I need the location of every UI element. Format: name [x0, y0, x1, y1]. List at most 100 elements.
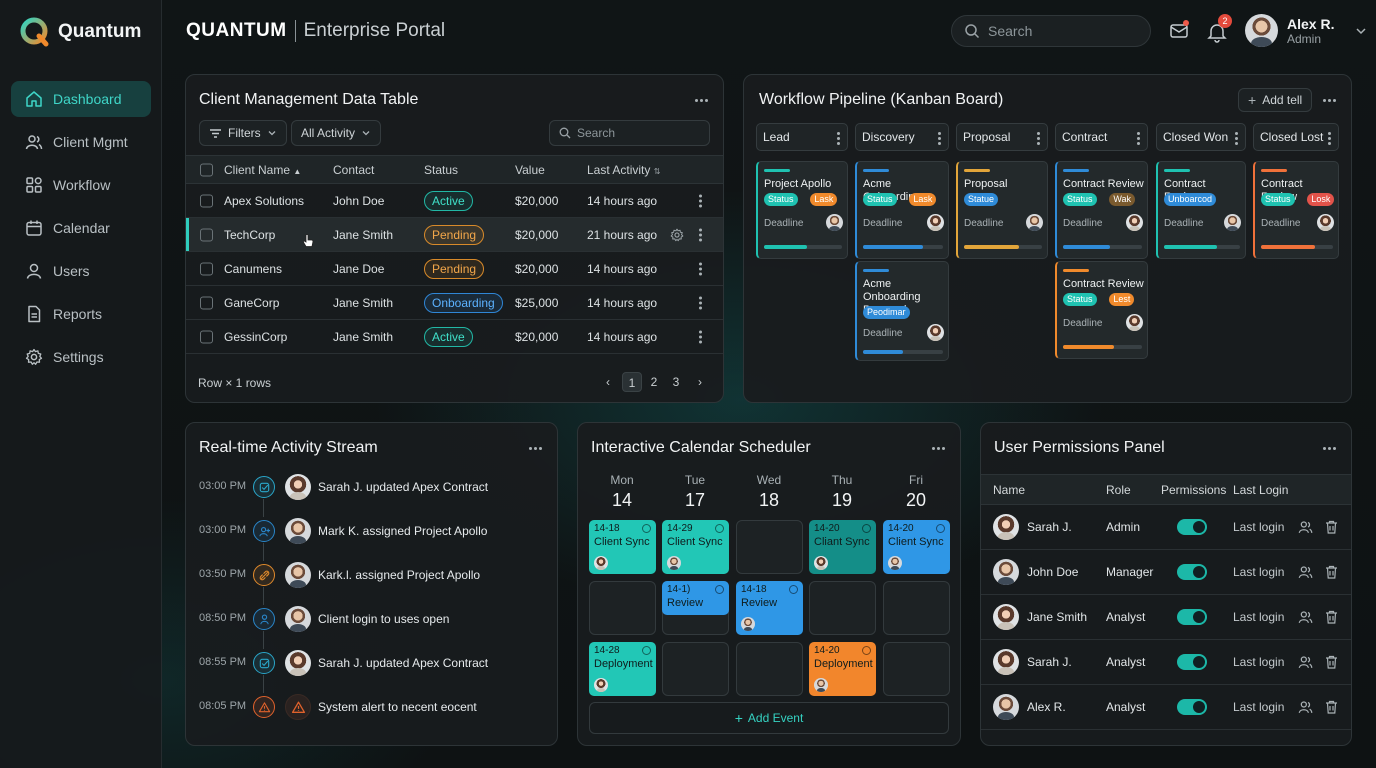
next-page-icon[interactable]: › [698, 375, 702, 389]
table-row[interactable]: Sarah J. Admin Last login [981, 505, 1351, 550]
trash-icon[interactable] [1325, 655, 1338, 669]
table-row[interactable]: GaneCorp Jane Smith Onboarding $25,000 1… [186, 286, 723, 320]
table-row[interactable]: Canumens Jane Doe Pending $20,000 14 hou… [186, 252, 723, 286]
kanban-more-icon[interactable] [1321, 92, 1337, 108]
column-header-contact[interactable]: Contact [333, 162, 375, 177]
calendar-event[interactable]: 14-28 Deployment [589, 642, 656, 696]
activity-item[interactable]: 03:00 PM Sarah J. updated Apex Contract [186, 473, 556, 501]
info-icon[interactable] [642, 524, 651, 533]
calendar-event[interactable]: 14-18 Client Sync [589, 520, 656, 574]
permission-toggle[interactable] [1177, 699, 1207, 715]
activity-item[interactable]: 08:55 PM Sarah J. updated Apex Contract [186, 649, 556, 677]
calendar-event[interactable]: 14-1) Review [662, 581, 729, 615]
filters-button[interactable]: Filters [199, 120, 287, 146]
sidebar-item-users[interactable]: Users [11, 253, 151, 289]
client-name[interactable]: GaneCorp [224, 295, 280, 310]
add-card-button[interactable]: + Add tell [1238, 88, 1313, 112]
table-row[interactable]: Alex R. Analyst Last login [981, 685, 1351, 730]
activity-more-icon[interactable] [527, 440, 543, 456]
column-more-icon[interactable] [938, 132, 941, 145]
calendar-slot[interactable] [883, 642, 950, 696]
kanban-card[interactable]: Acme Onboarding Proposal Peodimar Deadli… [855, 261, 949, 361]
calendar-event[interactable]: 14-29 Client Sync [662, 520, 729, 574]
page-button[interactable]: 1 [622, 372, 642, 392]
client-search-input[interactable]: Search [549, 120, 710, 146]
permission-toggle[interactable] [1177, 609, 1207, 625]
trash-icon[interactable] [1325, 565, 1338, 579]
info-icon[interactable] [862, 646, 871, 655]
kanban-card[interactable]: Contract Review Status Wak Deadline [1055, 161, 1148, 259]
calendar-slot[interactable] [809, 581, 876, 635]
row-checkbox[interactable] [200, 296, 213, 309]
column-more-icon[interactable] [1328, 132, 1331, 145]
info-icon[interactable] [789, 585, 798, 594]
table-row[interactable]: Jane Smith Analyst Last login [981, 595, 1351, 640]
activity-item[interactable]: 03:00 PM Mark K. assigned Project Apollo [186, 517, 556, 545]
row-actions-icon[interactable] [699, 228, 702, 241]
kanban-column-header[interactable]: Closed Lost [1253, 123, 1339, 151]
calendar-slot[interactable] [589, 581, 656, 635]
table-row[interactable]: GessinCorp Jane Smith Active $20,000 14 … [186, 320, 723, 354]
column-more-icon[interactable] [1037, 132, 1040, 145]
column-header-status[interactable]: Status [424, 162, 459, 177]
page-button[interactable]: 2 [650, 375, 658, 389]
table-row[interactable]: Apex Solutions John Doe Active $20,000 1… [186, 184, 723, 218]
kanban-card[interactable]: Contract Review Unboarcod Deadline [1156, 161, 1246, 259]
kanban-card[interactable]: Project Apollo Status Lask Deadline [756, 161, 848, 259]
client-table-more-icon[interactable] [693, 92, 709, 108]
kanban-column-header[interactable]: Discovery [855, 123, 949, 151]
sidebar-item-client-mgmt[interactable]: Client Mgmt [11, 124, 151, 160]
row-checkbox[interactable] [200, 228, 213, 241]
permission-toggle[interactable] [1177, 564, 1207, 580]
info-icon[interactable] [715, 585, 724, 594]
calendar-event[interactable]: 14-20 Client Sync [883, 520, 950, 574]
activity-filter-select[interactable]: All Activity [291, 120, 382, 146]
kanban-card[interactable]: Contract Review Status Lest Deadline [1055, 261, 1148, 359]
client-name[interactable]: GessinCorp [224, 329, 288, 344]
column-more-icon[interactable] [1137, 132, 1140, 145]
column-more-icon[interactable] [1235, 132, 1238, 145]
calendar-slot[interactable] [883, 581, 950, 635]
users-icon[interactable] [1298, 565, 1313, 580]
page-button[interactable]: 3 [672, 375, 680, 389]
sidebar-item-workflow[interactable]: Workflow [11, 167, 151, 203]
calendar-slot[interactable] [662, 642, 729, 696]
user-menu[interactable]: Alex R. Admin [1245, 14, 1367, 47]
activity-item[interactable]: 08:50 PM Client login to uses open [186, 605, 556, 633]
permission-toggle[interactable] [1177, 654, 1207, 670]
sidebar-item-settings[interactable]: Settings [11, 339, 151, 375]
logo[interactable]: Quantum [20, 17, 141, 47]
calendar-day-header[interactable]: Tue 17 [662, 473, 728, 511]
column-header-activity[interactable]: Last Activity ⇅ [587, 162, 661, 177]
users-icon[interactable] [1298, 520, 1313, 535]
mail-icon[interactable] [1168, 20, 1190, 42]
table-row[interactable]: Sarah J. Analyst Last login [981, 640, 1351, 685]
calendar-day-header[interactable]: Thu 19 [809, 473, 875, 511]
sidebar-item-calendar[interactable]: Calendar [11, 210, 151, 246]
table-row[interactable]: John Doe Manager Last login [981, 550, 1351, 595]
kanban-column-header[interactable]: Proposal [956, 123, 1048, 151]
row-actions-icon[interactable] [699, 296, 702, 309]
client-name[interactable]: Apex Solutions [224, 193, 305, 208]
table-row[interactable]: TechCorp Jane Smith Pending $20,000 21 h… [186, 218, 723, 252]
calendar-day-header[interactable]: Wed 18 [736, 473, 802, 511]
row-actions-icon[interactable] [699, 330, 702, 343]
kanban-column-header[interactable]: Contract [1055, 123, 1148, 151]
row-checkbox[interactable] [200, 194, 213, 207]
activity-item[interactable]: 03:50 PM Kark.l. assigned Project Apollo [186, 561, 556, 589]
sidebar-item-dashboard[interactable]: Dashboard [11, 81, 151, 117]
trash-icon[interactable] [1325, 610, 1338, 624]
calendar-event[interactable]: 14-20 Deployment [809, 642, 876, 696]
calendar-day-header[interactable]: Mon 14 [589, 473, 655, 511]
row-actions-icon[interactable] [699, 194, 702, 207]
column-more-icon[interactable] [837, 132, 840, 145]
calendar-more-icon[interactable] [930, 440, 946, 456]
select-all-checkbox[interactable] [200, 163, 213, 176]
row-actions-icon[interactable] [699, 262, 702, 275]
permissions-more-icon[interactable] [1321, 440, 1337, 456]
calendar-day-header[interactable]: Fri 20 [883, 473, 949, 511]
kanban-column-header[interactable]: Lead [756, 123, 848, 151]
info-icon[interactable] [715, 524, 724, 533]
